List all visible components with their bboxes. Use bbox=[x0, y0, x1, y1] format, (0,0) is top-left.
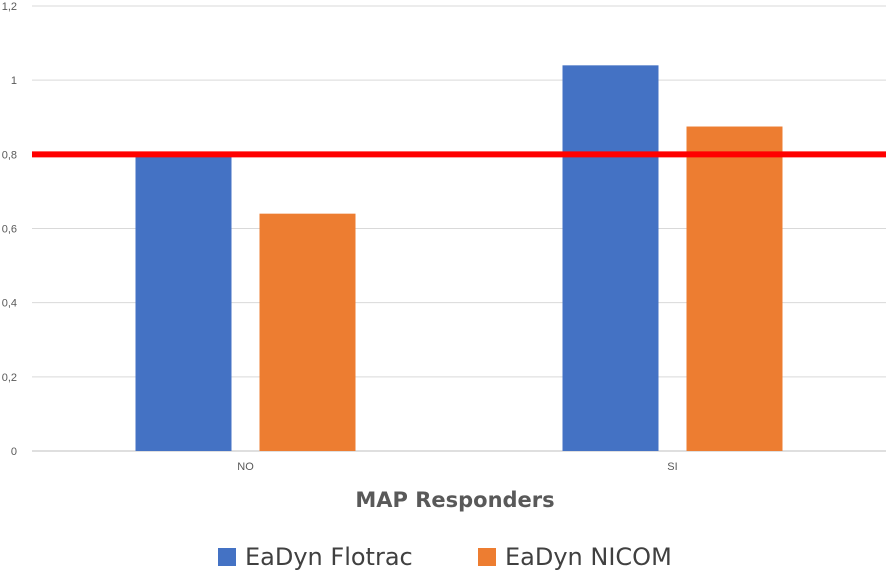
legend-label: EaDyn NICOM bbox=[505, 543, 672, 571]
legend-label: EaDyn Flotrac bbox=[245, 543, 413, 571]
bar-eadyn-nicom-no bbox=[259, 213, 356, 451]
x-axis-title: MAP Responders bbox=[355, 488, 554, 512]
bar-eadyn-flotrac-no bbox=[135, 154, 232, 452]
y-tick-label: 1 bbox=[11, 75, 17, 87]
y-tick-label: 0,4 bbox=[2, 298, 17, 310]
y-tick-label: 0,6 bbox=[2, 224, 17, 236]
legend-swatch bbox=[478, 548, 496, 566]
bars bbox=[135, 65, 783, 452]
y-tick-label: 1,2 bbox=[2, 1, 17, 13]
y-tick-label: 0,8 bbox=[2, 149, 17, 161]
legend: EaDyn Flotrac EaDyn NICOM bbox=[218, 543, 672, 571]
bar-eadyn-flotrac-si bbox=[562, 65, 659, 451]
x-category-label: NO bbox=[237, 461, 254, 473]
legend-swatch bbox=[218, 548, 236, 566]
x-category-label: SI bbox=[667, 461, 677, 473]
y-tick-label: 0,2 bbox=[2, 372, 17, 384]
y-axis-tick-labels: 0 0,2 0,4 0,6 0,8 1 1,2 bbox=[2, 1, 17, 458]
y-tick-label: 0 bbox=[11, 446, 17, 458]
bar-eadyn-nicom-si bbox=[686, 126, 783, 451]
x-axis-category-labels: NO SI bbox=[237, 461, 677, 473]
